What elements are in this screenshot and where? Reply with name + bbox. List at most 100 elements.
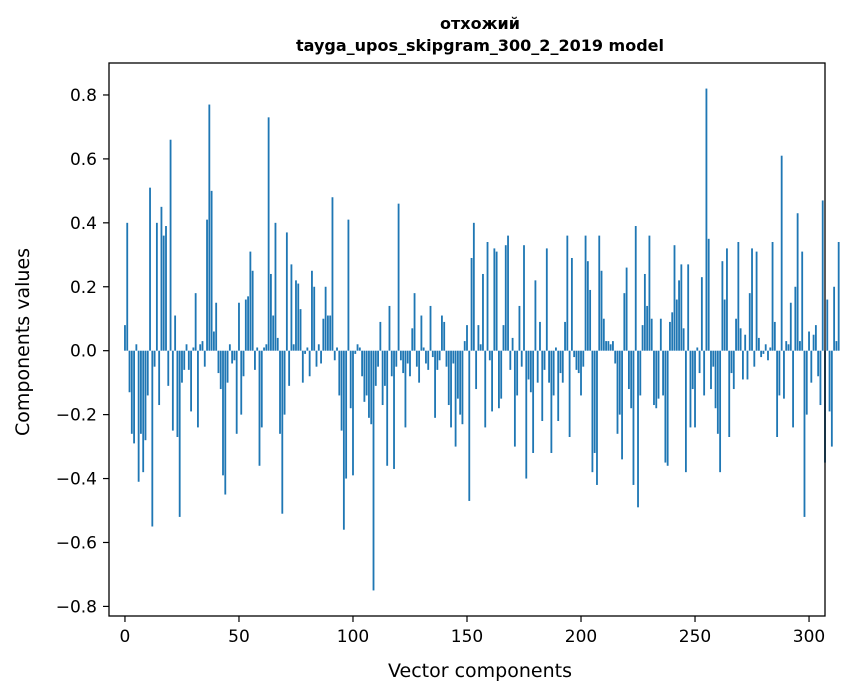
- bar: [311, 270, 313, 351]
- bar: [712, 350, 715, 367]
- bar: [746, 350, 749, 380]
- bar: [555, 347, 557, 351]
- bar: [698, 350, 701, 374]
- bar: [181, 350, 183, 383]
- bar: [468, 350, 471, 501]
- bar: [632, 350, 635, 485]
- bar: [149, 187, 151, 351]
- y-tick-label: −0.2: [56, 406, 97, 426]
- bar: [796, 213, 799, 351]
- bar: [812, 334, 815, 351]
- bar: [162, 235, 165, 351]
- bar: [607, 341, 610, 351]
- bar: [308, 350, 311, 377]
- bar: [799, 341, 801, 351]
- plot-frame: [108, 62, 826, 617]
- bar: [739, 328, 742, 351]
- bar: [124, 325, 126, 351]
- bar: [450, 350, 452, 428]
- y-tick-label: 0.8: [70, 86, 97, 106]
- bar: [322, 318, 325, 351]
- bar: [523, 245, 525, 351]
- bar: [835, 341, 838, 351]
- bar: [158, 350, 161, 406]
- bar: [133, 350, 135, 444]
- bar: [612, 341, 614, 351]
- bar: [561, 350, 564, 383]
- bar: [251, 270, 254, 351]
- x-tick-label: 250: [679, 627, 711, 647]
- bar: [511, 337, 514, 351]
- bar: [744, 334, 747, 351]
- bar: [498, 350, 500, 409]
- bar: [231, 350, 234, 364]
- bar: [817, 350, 820, 377]
- bar: [434, 350, 436, 418]
- bar: [502, 325, 505, 351]
- bar: [684, 350, 687, 473]
- bar: [637, 350, 639, 508]
- bar: [155, 222, 158, 351]
- bar: [641, 325, 644, 351]
- bar: [760, 350, 763, 358]
- bar: [269, 273, 272, 351]
- bar: [719, 350, 722, 473]
- bar: [539, 321, 541, 351]
- bar: [527, 350, 530, 380]
- bar: [716, 350, 719, 434]
- bar: [568, 350, 571, 437]
- bar: [773, 321, 776, 351]
- bar: [135, 344, 138, 351]
- bar: [659, 318, 662, 351]
- bar: [295, 280, 297, 351]
- bar: [552, 350, 555, 396]
- bar: [655, 350, 658, 409]
- bar: [210, 190, 213, 351]
- bar: [529, 350, 532, 393]
- bar: [819, 350, 822, 406]
- y-tick-label: 0.2: [70, 278, 97, 298]
- bar: [794, 286, 797, 351]
- bar: [413, 293, 416, 351]
- bar: [500, 350, 503, 399]
- bar: [721, 261, 724, 351]
- bar: [224, 350, 227, 495]
- bar: [397, 203, 400, 351]
- x-tick-label: 300: [793, 627, 825, 647]
- y-axis-label: Components values: [12, 248, 34, 436]
- bar: [728, 350, 731, 437]
- x-tick-label: 150: [451, 627, 483, 647]
- bar: [472, 222, 475, 351]
- bar: [425, 350, 427, 364]
- bar: [454, 350, 457, 447]
- bar: [584, 235, 587, 351]
- bar: [144, 350, 147, 441]
- bar: [160, 206, 163, 351]
- bar: [297, 283, 300, 351]
- bar: [349, 350, 352, 409]
- bar: [342, 350, 345, 530]
- bar: [653, 350, 655, 406]
- bar: [753, 350, 756, 367]
- bar: [742, 350, 744, 380]
- bar: [703, 350, 706, 396]
- bar: [575, 350, 578, 370]
- bar: [520, 350, 523, 367]
- x-axis-ticks: 0 50 100 150 200 250 300: [120, 616, 825, 647]
- bar: [689, 350, 692, 428]
- bar: [288, 350, 291, 386]
- bar: [185, 344, 188, 351]
- bar: [203, 350, 206, 367]
- bar: [233, 350, 236, 361]
- bar: [723, 299, 726, 351]
- bar: [228, 344, 231, 351]
- bar: [821, 200, 824, 351]
- bar: [833, 286, 836, 351]
- bar: [769, 347, 772, 351]
- bar: [242, 350, 245, 377]
- bar: [215, 302, 218, 351]
- bar: [687, 264, 690, 351]
- bar: [320, 350, 322, 364]
- bar: [664, 350, 667, 463]
- bar: [338, 350, 341, 396]
